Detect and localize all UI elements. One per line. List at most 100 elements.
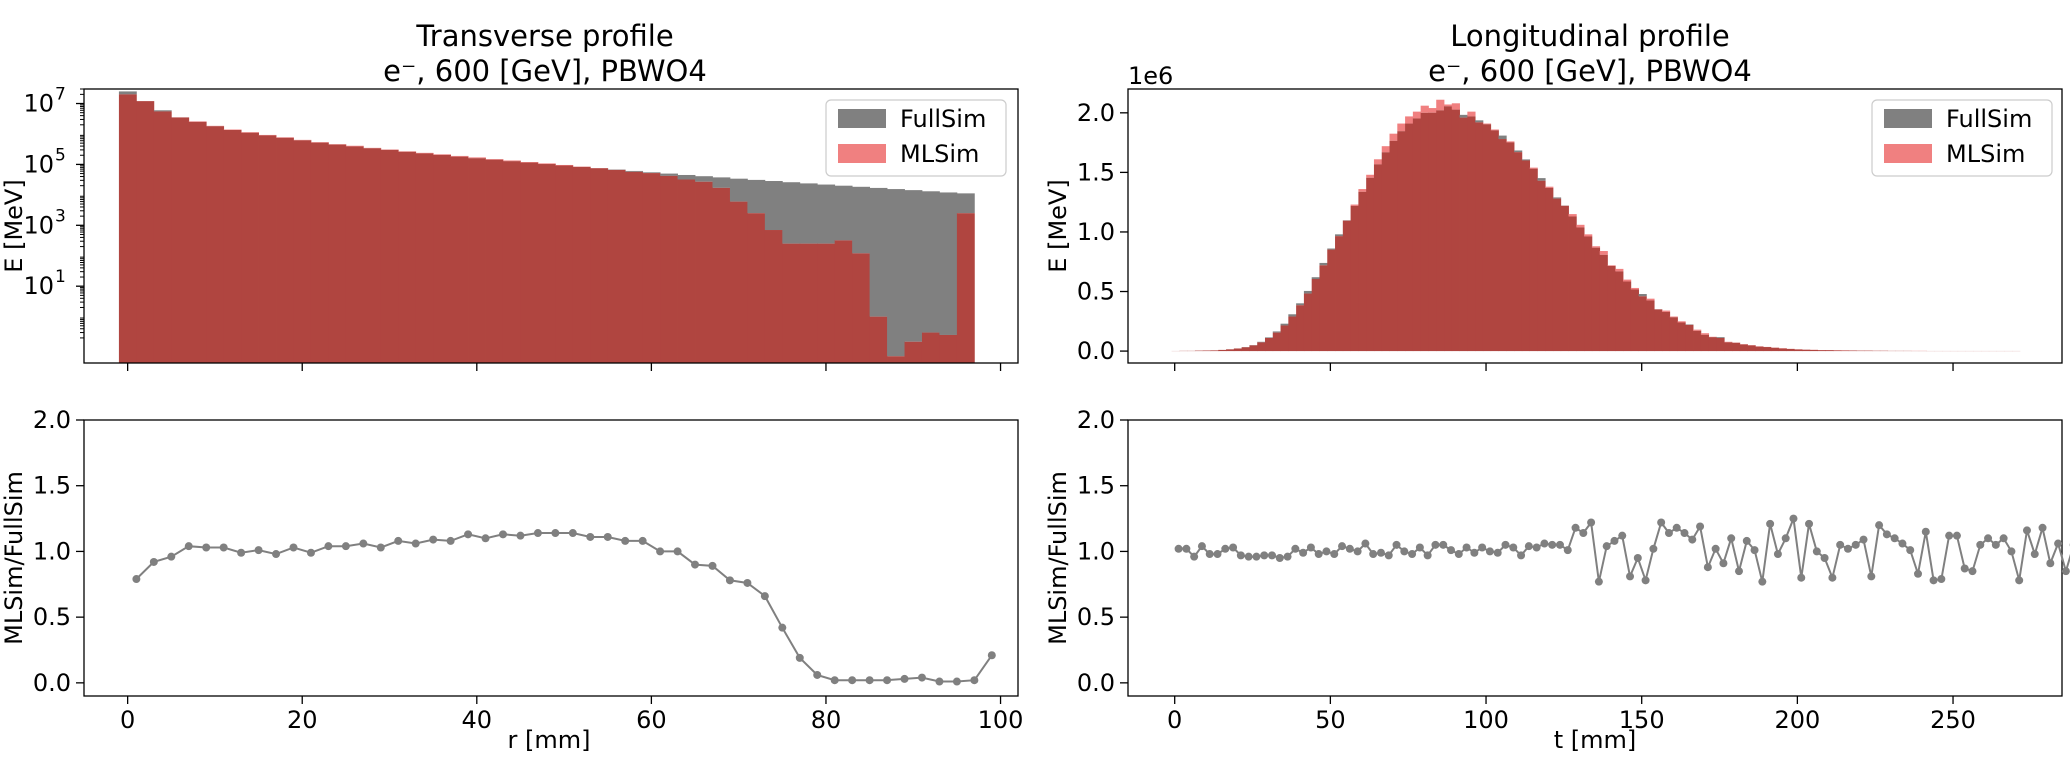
chart-title-longitudinal-line2: e⁻, 600 [GeV], PBWO4 bbox=[1428, 54, 1752, 88]
ytick-label: 2.0 bbox=[33, 406, 71, 434]
bar-overlap-16 bbox=[398, 151, 417, 363]
bar-mlsim-48 bbox=[1545, 186, 1554, 188]
bar-mlsim-20 bbox=[468, 157, 486, 159]
bar-overlap-37 bbox=[1459, 117, 1468, 352]
bar-fullsim-37 bbox=[1459, 114, 1468, 118]
bar-mlsim-13 bbox=[345, 145, 364, 147]
bar-fullsim-44 bbox=[1514, 150, 1523, 153]
transverse-ratio-axes-frame bbox=[83, 419, 1019, 697]
ratio-point-79 bbox=[1789, 514, 1798, 523]
ratio-point-20 bbox=[481, 534, 490, 543]
bar-overlap-56 bbox=[1607, 265, 1616, 352]
bar-mlsim-34 bbox=[1436, 99, 1445, 111]
ratio-point-47 bbox=[1540, 539, 1549, 548]
bar-overlap-42 bbox=[1498, 139, 1507, 352]
longitudinal-ratio-ylabel: MLSim/FullSim bbox=[1044, 471, 1072, 645]
ratio-point-69 bbox=[1711, 544, 1720, 553]
ratio-point-48 bbox=[970, 676, 979, 685]
ratio-point-48 bbox=[1548, 540, 1557, 549]
bar-overlap-43 bbox=[1506, 142, 1515, 352]
bar-fullsim-37 bbox=[764, 181, 783, 231]
ratio-point-110 bbox=[2030, 550, 2039, 559]
ratio-point-43 bbox=[1509, 543, 1518, 552]
bar-overlap-57 bbox=[1615, 271, 1624, 352]
bar-fullsim-38 bbox=[782, 182, 801, 244]
bar-mlsim-57 bbox=[1615, 268, 1624, 272]
ratio-point-17 bbox=[429, 535, 438, 544]
bar-overlap-36 bbox=[747, 213, 766, 363]
ratio-point-83 bbox=[1820, 554, 1829, 562]
transverse-profile-axes-frame bbox=[83, 88, 1019, 364]
bar-mlsim-52 bbox=[1576, 224, 1585, 228]
bar-overlap-81 bbox=[1802, 349, 1811, 352]
bar-fullsim-18 bbox=[1311, 277, 1320, 280]
bar-overlap-52 bbox=[1576, 227, 1585, 352]
bar-overlap-6 bbox=[223, 130, 242, 363]
bar-overlap-16 bbox=[1296, 305, 1305, 352]
bar-overlap-27 bbox=[590, 168, 609, 363]
bar-mlsim-67 bbox=[1693, 329, 1702, 331]
ratio-point-5 bbox=[219, 543, 228, 552]
bar-overlap-26 bbox=[572, 166, 591, 363]
bar-overlap-50 bbox=[1560, 205, 1569, 352]
bar-fullsim-12 bbox=[1264, 337, 1274, 338]
ratio-point-34 bbox=[1439, 540, 1448, 549]
ratio-point-24 bbox=[551, 529, 560, 538]
ratio-point-88 bbox=[1859, 535, 1868, 544]
bar-fullsim-47 bbox=[939, 192, 958, 335]
ratio-point-29 bbox=[1400, 547, 1409, 556]
bar-mlsim-68 bbox=[1700, 333, 1710, 335]
bar-overlap-40 bbox=[1482, 124, 1492, 352]
longitudinal-profile-ylabel: E [MeV] bbox=[1044, 179, 1072, 272]
ratio-point-13 bbox=[359, 539, 368, 548]
ratio-point-33 bbox=[1431, 540, 1440, 549]
bar-overlap-83 bbox=[1817, 350, 1826, 352]
bar-overlap-27 bbox=[1381, 152, 1390, 352]
bar-overlap-33 bbox=[695, 181, 713, 363]
ratio-point-103 bbox=[1976, 540, 1985, 549]
bar-mlsim-51 bbox=[1568, 214, 1577, 217]
ratio-point-18 bbox=[446, 536, 455, 545]
bar-fullsim-45 bbox=[904, 190, 923, 342]
bar-mlsim-38 bbox=[1467, 111, 1476, 117]
ratio-point-38 bbox=[795, 653, 804, 662]
bar-fullsim-35 bbox=[729, 178, 748, 202]
bar-overlap-24 bbox=[1358, 191, 1367, 352]
ratio-point-90 bbox=[1875, 521, 1884, 530]
bar-fullsim-11 bbox=[1257, 341, 1266, 343]
bar-overlap-4 bbox=[1202, 350, 1211, 352]
bar-overlap-36 bbox=[1451, 109, 1460, 352]
ratio-point-15 bbox=[394, 536, 403, 545]
bar-mlsim-54 bbox=[1591, 246, 1601, 248]
ratio-point-111 bbox=[2038, 523, 2047, 532]
ratio-point-77 bbox=[1773, 550, 1782, 559]
ratio-point-63 bbox=[1664, 529, 1673, 538]
ratio-point-34 bbox=[725, 576, 734, 585]
ratio-point-36 bbox=[760, 592, 769, 601]
ratio-point-47 bbox=[952, 677, 961, 686]
chart-title-transverse-line1: Transverse profile bbox=[415, 19, 673, 53]
bar-fullsim-49 bbox=[1552, 197, 1562, 199]
bar-fullsim-17 bbox=[1303, 290, 1313, 294]
ratio-point-10 bbox=[306, 548, 315, 557]
ytick-exponent: 3 bbox=[55, 206, 66, 226]
ratio-point-73 bbox=[1742, 536, 1751, 545]
ratio-point-2 bbox=[1190, 552, 1199, 561]
bar-overlap-17 bbox=[415, 153, 434, 363]
bar-overlap-18 bbox=[1311, 279, 1320, 352]
ratio-point-32 bbox=[1423, 551, 1432, 560]
bar-overlap-34 bbox=[1436, 110, 1445, 352]
ytick-exponent: 5 bbox=[55, 145, 66, 165]
bar-overlap-53 bbox=[1584, 236, 1593, 352]
bar-fullsim-36 bbox=[747, 179, 766, 214]
bar-overlap-46 bbox=[1529, 168, 1538, 352]
ratio-point-92 bbox=[1890, 534, 1899, 543]
bar-fullsim-44 bbox=[887, 189, 905, 357]
bar-fullsim-39 bbox=[1475, 120, 1484, 123]
ratio-point-107 bbox=[2007, 547, 2016, 556]
bar-mlsim-23 bbox=[1350, 204, 1359, 206]
bar-overlap-70 bbox=[1716, 337, 1725, 352]
bar-overlap-13 bbox=[1272, 332, 1281, 352]
ratio-point-31 bbox=[1415, 543, 1424, 552]
bar-mlsim-4 bbox=[188, 121, 207, 122]
